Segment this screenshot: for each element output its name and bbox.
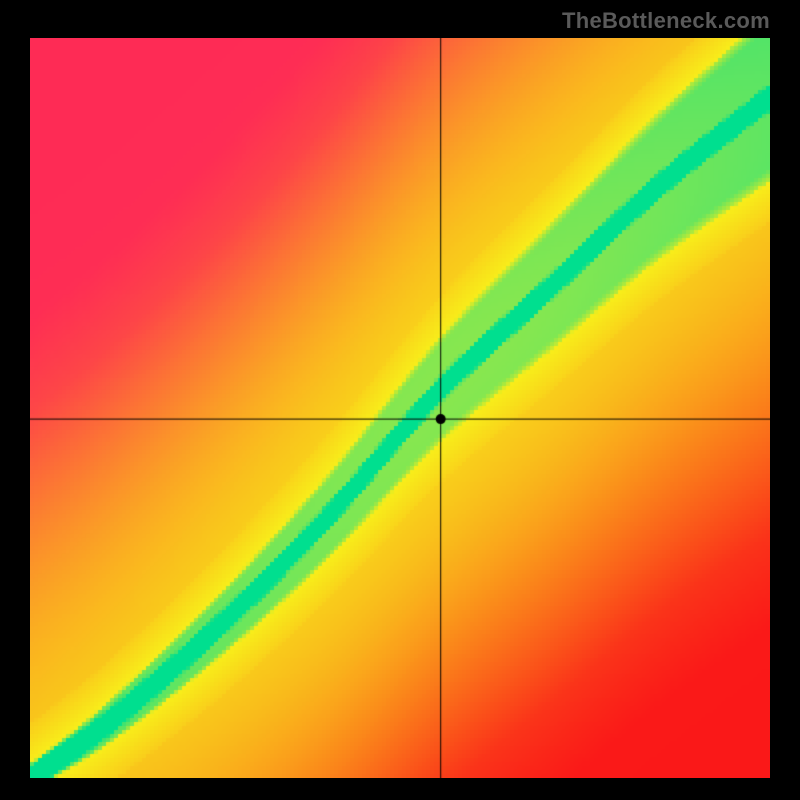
plot-frame <box>30 38 770 778</box>
bottleneck-heatmap <box>30 38 770 778</box>
watermark-text: TheBottleneck.com <box>562 8 770 34</box>
figure-container: TheBottleneck.com <box>0 0 800 800</box>
